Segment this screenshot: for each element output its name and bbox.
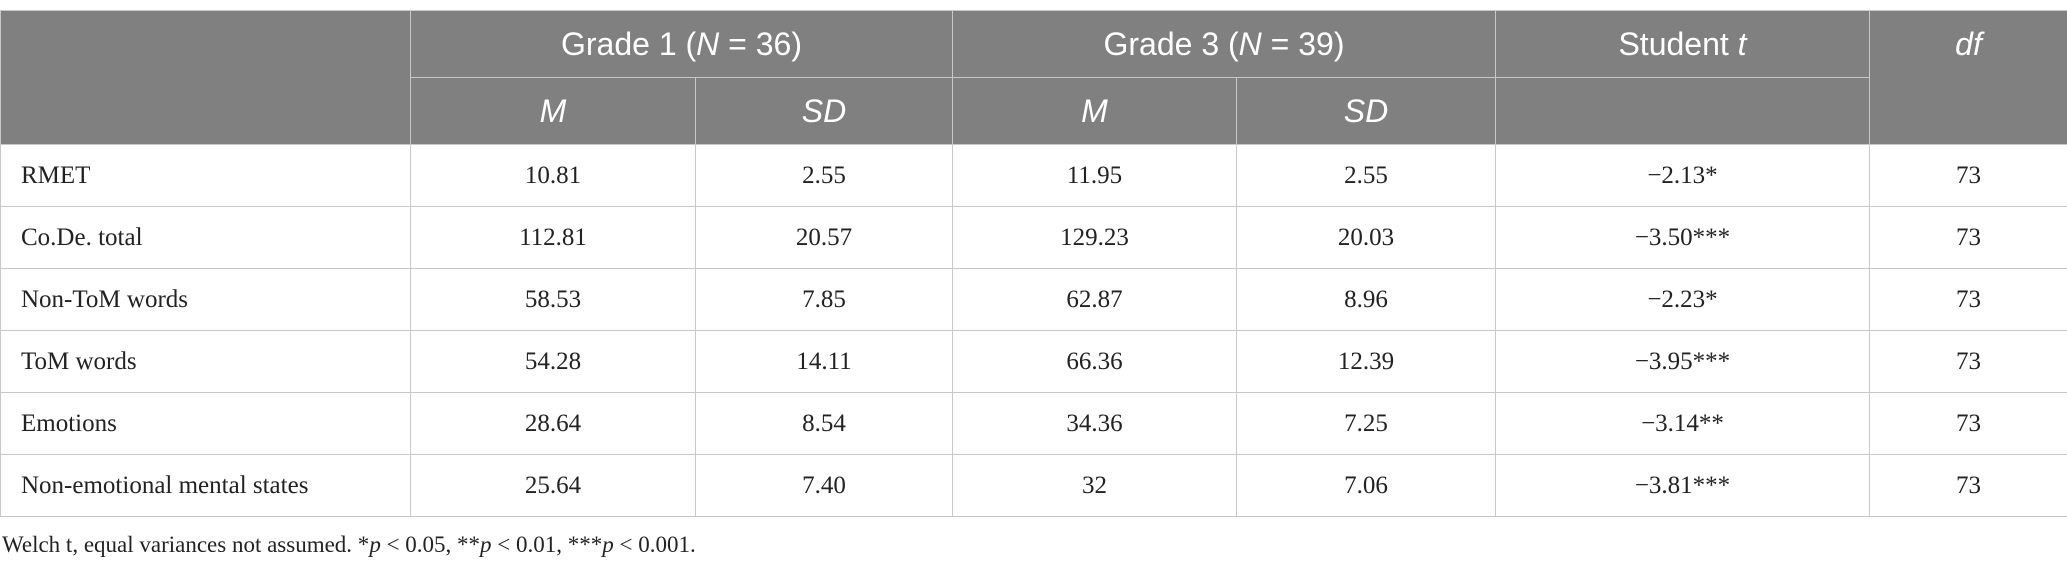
cell: 7.06 <box>1236 454 1496 517</box>
header-cell: Grade 1 (N = 36) <box>410 10 953 78</box>
header-cell: SD <box>1236 77 1496 145</box>
text: Grade 1 ( <box>561 25 697 62</box>
cell: 7.40 <box>695 454 953 517</box>
header-cell <box>1495 77 1870 145</box>
cell: 34.36 <box>952 392 1237 455</box>
text: Grade 3 ( <box>1103 25 1239 62</box>
cell: −3.81*** <box>1495 454 1870 517</box>
header-row: M SD M SD <box>1 77 2067 145</box>
footnote: Welch t, equal variances not assumed. *p… <box>2 532 696 558</box>
cell: 7.25 <box>1236 392 1496 455</box>
cell: 8.54 <box>695 392 953 455</box>
text: < 0.01, *** <box>491 532 603 557</box>
header-cell: df <box>1869 10 2067 78</box>
cell: 11.95 <box>952 144 1237 207</box>
cell: 2.55 <box>695 144 953 207</box>
table-row: ToM words 54.28 14.11 66.36 12.39 −3.95*** 73 <box>0 330 2067 393</box>
italic-text: M <box>1081 92 1108 129</box>
cell: 73 <box>1869 206 2067 269</box>
header-row: Grade 1 (N = 36) Grade 3 (N = 39) Student … <box>0 10 2067 145</box>
cell: 2.55 <box>1236 144 1496 207</box>
cell: −3.14** <box>1495 392 1870 455</box>
italic-text: N <box>1238 25 1262 62</box>
cell: 73 <box>1869 144 2067 207</box>
table-body: RMET 10.81 2.55 11.95 2.55 −2.13* 73 Co.De. tot… <box>0 144 2067 517</box>
header-cell <box>0 10 411 145</box>
cell: 73 <box>1869 454 2067 517</box>
header-cell <box>1869 77 2067 145</box>
text: = 36) <box>719 25 802 62</box>
table-row: Non-ToM words 58.53 7.85 62.87 8.96 −2.23* 73 <box>0 268 2067 331</box>
header-cell: Grade 3 (N = 39) <box>952 10 1496 78</box>
cell: 73 <box>1869 392 2067 455</box>
cell: 58.53 <box>410 268 696 331</box>
row-label: Non-emotional mental states <box>0 454 411 517</box>
cell: 10.81 <box>410 144 696 207</box>
text: Welch t, equal variances not assumed. * <box>2 532 370 557</box>
row-label: Co.De. total <box>0 206 411 269</box>
cell: 8.96 <box>1236 268 1496 331</box>
italic-text: df <box>1955 25 1982 62</box>
cell: 129.23 <box>952 206 1237 269</box>
table-row: Non-emotional mental states 25.64 7.40 32 7.… <box>0 454 2067 517</box>
text: Student <box>1618 25 1738 62</box>
italic-text: t <box>1737 25 1747 62</box>
italic-text: p <box>602 532 614 557</box>
header-cell: M <box>952 77 1237 145</box>
cell: 73 <box>1869 268 2067 331</box>
cell: 32 <box>952 454 1237 517</box>
cell: 54.28 <box>410 330 696 393</box>
cell: 20.57 <box>695 206 953 269</box>
italic-text: SD <box>1343 92 1389 129</box>
cell: 20.03 <box>1236 206 1496 269</box>
cell: 66.36 <box>952 330 1237 393</box>
italic-text: N <box>696 25 720 62</box>
row-label: RMET <box>0 144 411 207</box>
row-label: Emotions <box>0 392 411 455</box>
row-label: Non-ToM words <box>0 268 411 331</box>
italic-text: SD <box>801 92 847 129</box>
cell: 73 <box>1869 330 2067 393</box>
header-cell: M <box>410 77 696 145</box>
cell: 112.81 <box>410 206 696 269</box>
cell: 14.11 <box>695 330 953 393</box>
table: Grade 1 (N = 36) Grade 3 (N = 39) Student … <box>0 10 2067 517</box>
cell: 62.87 <box>952 268 1237 331</box>
table-row: Emotions 28.64 8.54 34.36 7.25 −3.14** 73 <box>0 392 2067 455</box>
cell: 28.64 <box>410 392 696 455</box>
row-label: ToM words <box>0 330 411 393</box>
table-row: RMET 10.81 2.55 11.95 2.55 −2.13* 73 <box>0 144 2067 207</box>
italic-text: p <box>480 532 492 557</box>
table-header: Grade 1 (N = 36) Grade 3 (N = 39) Student … <box>0 10 2067 145</box>
table-wrap: Grade 1 (N = 36) Grade 3 (N = 39) Student … <box>0 10 2067 517</box>
header-cell: Student t <box>1495 10 1870 78</box>
italic-text: M <box>539 92 567 129</box>
cell: −2.23* <box>1495 268 1870 331</box>
cell: −3.50*** <box>1495 206 1870 269</box>
header-cell: SD <box>695 77 953 145</box>
text: < 0.05, ** <box>380 532 481 557</box>
cell: 12.39 <box>1236 330 1496 393</box>
text: = 39) <box>1261 25 1345 62</box>
italic-text: p <box>369 532 381 557</box>
text: < 0.001. <box>613 532 696 557</box>
cell: −3.95*** <box>1495 330 1870 393</box>
table-row: Co.De. total 112.81 20.57 129.23 20.03 −3.50*… <box>0 206 2067 269</box>
cell: 25.64 <box>410 454 696 517</box>
cell: −2.13* <box>1495 144 1870 207</box>
cell: 7.85 <box>695 268 953 331</box>
